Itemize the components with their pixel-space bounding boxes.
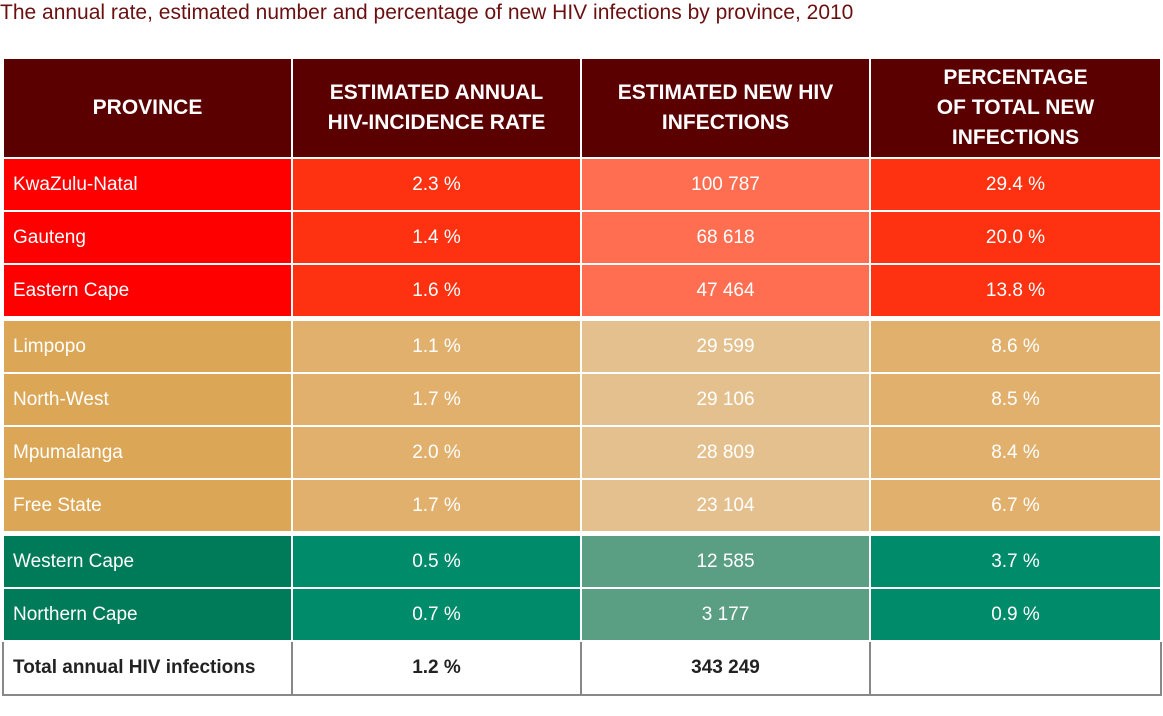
percentage-cell: 29.4 % <box>869 157 1162 212</box>
header-rate-line2: HIV-INCIDENCE RATE <box>327 111 546 134</box>
new-infections-cell: 29 599 <box>580 316 871 374</box>
hiv-infections-table: PROVINCE ESTIMATED ANNUAL HIV-INCIDENCE … <box>2 57 1162 696</box>
table-row: Northern Cape 0.7 % 3 177 0.9 % <box>2 587 1162 642</box>
total-row: Total annual HIV infections 1.2 % 343 24… <box>2 640 1162 696</box>
province-cell: North-West <box>2 372 293 427</box>
table-row: Limpopo 1.1 % 29 599 8.6 % <box>2 316 1162 374</box>
header-pct-line2: OF TOTAL NEW <box>936 96 1095 119</box>
province-cell: Western Cape <box>2 531 293 589</box>
total-rate: 1.2 % <box>291 640 582 696</box>
header-new-infections: ESTIMATED NEW HIV INFECTIONS <box>580 57 871 159</box>
new-infections-cell: 12 585 <box>580 531 871 589</box>
table-row: North-West 1.7 % 29 106 8.5 % <box>2 372 1162 427</box>
province-cell: Mpumalanga <box>2 425 293 480</box>
percentage-cell: 8.4 % <box>869 425 1162 480</box>
incidence-rate-cell: 0.5 % <box>291 531 582 589</box>
percentage-cell: 20.0 % <box>869 210 1162 265</box>
new-infections-cell: 29 106 <box>580 372 871 427</box>
header-percentage: PERCENTAGE OF TOTAL NEW INFECTIONS <box>869 57 1162 159</box>
table-row: Mpumalanga 2.0 % 28 809 8.4 % <box>2 425 1162 480</box>
percentage-cell: 13.8 % <box>869 263 1162 320</box>
percentage-cell: 8.6 % <box>869 316 1162 374</box>
table-row: KwaZulu-Natal 2.3 % 100 787 29.4 % <box>2 157 1162 212</box>
header-row: PROVINCE ESTIMATED ANNUAL HIV-INCIDENCE … <box>2 57 1162 159</box>
table-row: Western Cape 0.5 % 12 585 3.7 % <box>2 531 1162 589</box>
incidence-rate-cell: 1.4 % <box>291 210 582 265</box>
incidence-rate-cell: 0.7 % <box>291 587 582 642</box>
total-label: Total annual HIV infections <box>2 640 293 696</box>
incidence-rate-cell: 2.0 % <box>291 425 582 480</box>
table-body: KwaZulu-Natal 2.3 % 100 787 29.4 % Gauteng 1.… <box>2 157 1162 696</box>
province-cell: Limpopo <box>2 316 293 374</box>
header-province: PROVINCE <box>2 57 293 159</box>
new-infections-cell: 68 618 <box>580 210 871 265</box>
new-infections-cell: 47 464 <box>580 263 871 320</box>
header-pct-line3: INFECTIONS <box>951 126 1080 149</box>
incidence-rate-cell: 1.7 % <box>291 478 582 535</box>
total-new-infections: 343 249 <box>580 640 871 696</box>
percentage-cell: 0.9 % <box>869 587 1162 642</box>
province-cell: Free State <box>2 478 293 535</box>
percentage-cell: 6.7 % <box>869 478 1162 535</box>
header-incidence-rate: ESTIMATED ANNUAL HIV-INCIDENCE RATE <box>291 57 582 159</box>
new-infections-cell: 100 787 <box>580 157 871 212</box>
percentage-cell: 3.7 % <box>869 531 1162 589</box>
header-rate-line1: ESTIMATED ANNUAL <box>329 81 544 104</box>
new-infections-cell: 23 104 <box>580 478 871 535</box>
header-province-label: PROVINCE <box>92 96 203 119</box>
table-row: Eastern Cape 1.6 % 47 464 13.8 % <box>2 263 1162 320</box>
incidence-rate-cell: 1.7 % <box>291 372 582 427</box>
percentage-cell: 8.5 % <box>869 372 1162 427</box>
header-new-line1: ESTIMATED NEW HIV <box>617 81 834 104</box>
new-infections-cell: 3 177 <box>580 587 871 642</box>
total-percent <box>869 640 1162 696</box>
new-infections-cell: 28 809 <box>580 425 871 480</box>
province-cell: Gauteng <box>2 210 293 265</box>
header-pct-line1: PERCENTAGE <box>943 66 1088 89</box>
chart-title: The annual rate, estimated number and pe… <box>0 1 854 24</box>
province-cell: Eastern Cape <box>2 263 293 320</box>
incidence-rate-cell: 1.6 % <box>291 263 582 320</box>
table-row: Free State 1.7 % 23 104 6.7 % <box>2 478 1162 535</box>
province-cell: KwaZulu-Natal <box>2 157 293 212</box>
header-new-line2: INFECTIONS <box>661 111 790 134</box>
table-row: Gauteng 1.4 % 68 618 20.0 % <box>2 210 1162 265</box>
incidence-rate-cell: 2.3 % <box>291 157 582 212</box>
incidence-rate-cell: 1.1 % <box>291 316 582 374</box>
province-cell: Northern Cape <box>2 587 293 642</box>
